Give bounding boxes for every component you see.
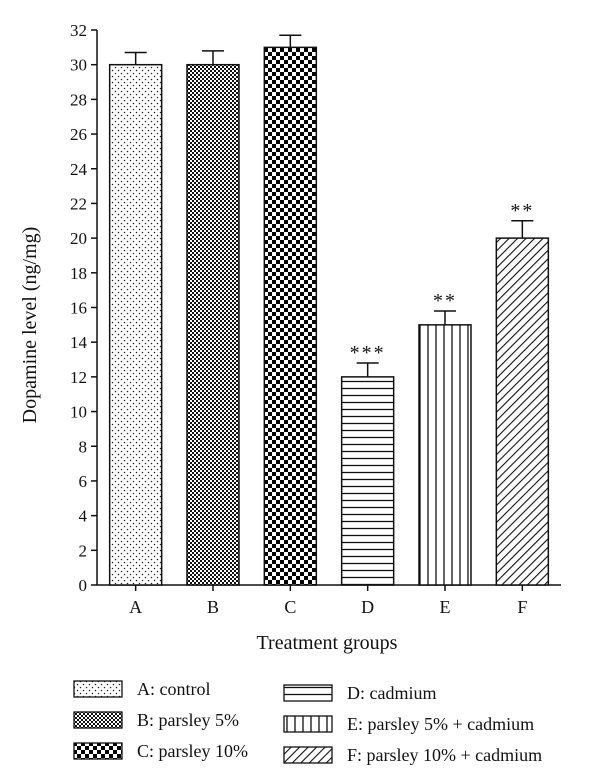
y-axis-title: Dopamine level (ng/mg) bbox=[19, 227, 41, 424]
y-tick-label: 26 bbox=[70, 125, 87, 144]
bar-b bbox=[186, 63, 240, 586]
legend: A: control B: parsley 5% C: parsley 10% D: … bbox=[73, 676, 593, 776]
legend-label-e: E: parsley 5% + cadmium bbox=[347, 713, 535, 734]
y-tick-label: 18 bbox=[70, 264, 87, 283]
y-tick-label: 20 bbox=[70, 229, 87, 248]
x-axis: A B C D E F bbox=[97, 584, 561, 617]
legend-item-a: A: control bbox=[73, 676, 211, 702]
y-tick-label: 30 bbox=[70, 56, 87, 75]
x-tick-label-e: E bbox=[440, 597, 451, 617]
legend-item-e: E: parsley 5% + cadmium bbox=[283, 711, 534, 737]
y-tick-label: 22 bbox=[70, 194, 87, 213]
significance-mark-f: ** bbox=[510, 200, 534, 222]
legend-swatch-d bbox=[283, 684, 333, 702]
legend-label-a: A: control bbox=[137, 678, 211, 699]
legend-label-d: D: cadmium bbox=[347, 682, 437, 703]
legend-label-f: F: parsley 10% + cadmium bbox=[347, 744, 543, 765]
bar-e bbox=[418, 324, 472, 586]
significance-mark-d: *** bbox=[350, 342, 386, 364]
legend-label-c: C: parsley 10% bbox=[137, 740, 248, 761]
y-tick-label: 4 bbox=[79, 507, 88, 526]
legend-item-f: F: parsley 10% + cadmium bbox=[283, 742, 542, 768]
y-tick-label: 10 bbox=[70, 403, 87, 422]
bar-c bbox=[263, 46, 318, 586]
x-axis-title: Treatment groups bbox=[257, 632, 398, 654]
y-tick-label: 8 bbox=[79, 437, 88, 456]
y-tick-label: 16 bbox=[70, 299, 87, 318]
legend-item-c: C: parsley 10% bbox=[73, 738, 248, 764]
y-tick-label: 0 bbox=[79, 576, 88, 595]
legend-swatch-f bbox=[283, 746, 333, 764]
y-tick-label: 24 bbox=[70, 160, 88, 179]
y-tick-label: 12 bbox=[70, 368, 87, 387]
bars-group: ******* bbox=[108, 34, 550, 586]
legend-swatch-e bbox=[283, 715, 333, 733]
y-tick-label: 28 bbox=[70, 90, 87, 109]
bar-f bbox=[495, 237, 550, 586]
legend-swatch-b bbox=[73, 711, 123, 729]
legend-item-b: B: parsley 5% bbox=[73, 707, 239, 733]
significance-mark-e: ** bbox=[433, 290, 457, 312]
legend-swatch-a bbox=[73, 680, 123, 698]
x-tick-label-f: F bbox=[517, 597, 527, 617]
y-tick-label: 2 bbox=[79, 541, 88, 560]
legend-label-b: B: parsley 5% bbox=[137, 709, 239, 730]
x-tick-label-a: A bbox=[129, 597, 142, 617]
x-tick-label-b: B bbox=[207, 597, 219, 617]
legend-item-d: D: cadmium bbox=[283, 680, 436, 706]
bar-a bbox=[108, 63, 163, 586]
y-tick-label: 6 bbox=[79, 472, 88, 491]
y-tick-label: 14 bbox=[70, 333, 88, 352]
legend-swatch-c bbox=[73, 742, 123, 760]
bar-d bbox=[340, 376, 395, 586]
x-tick-label-c: C bbox=[284, 597, 296, 617]
y-tick-label: 32 bbox=[70, 21, 87, 40]
x-tick-label-d: D bbox=[361, 597, 374, 617]
